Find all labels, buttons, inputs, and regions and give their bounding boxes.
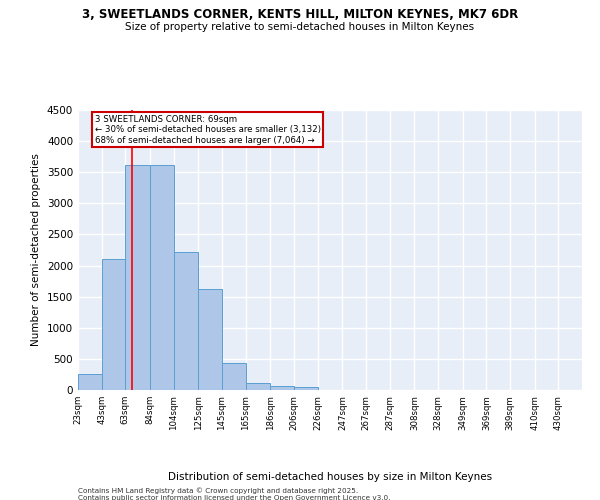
Text: 3 SWEETLANDS CORNER: 69sqm
← 30% of semi-detached houses are smaller (3,132)
68%: 3 SWEETLANDS CORNER: 69sqm ← 30% of semi… — [95, 115, 320, 145]
Text: 3, SWEETLANDS CORNER, KENTS HILL, MILTON KEYNES, MK7 6DR: 3, SWEETLANDS CORNER, KENTS HILL, MILTON… — [82, 8, 518, 20]
Text: Distribution of semi-detached houses by size in Milton Keynes: Distribution of semi-detached houses by … — [168, 472, 492, 482]
Bar — [150, 165, 173, 390]
Bar — [222, 362, 245, 390]
Y-axis label: Number of semi-detached properties: Number of semi-detached properties — [31, 154, 41, 346]
Bar — [294, 386, 317, 390]
Text: Contains HM Land Registry data © Crown copyright and database right 2025.: Contains HM Land Registry data © Crown c… — [78, 488, 358, 494]
Text: Contains public sector information licensed under the Open Government Licence v3: Contains public sector information licen… — [78, 495, 391, 500]
Bar — [173, 252, 199, 390]
Bar — [245, 384, 271, 390]
Bar — [271, 386, 294, 390]
Bar — [101, 260, 125, 390]
Text: Size of property relative to semi-detached houses in Milton Keynes: Size of property relative to semi-detach… — [125, 22, 475, 32]
Bar — [199, 288, 222, 390]
Bar — [125, 165, 150, 390]
Bar — [78, 374, 101, 390]
